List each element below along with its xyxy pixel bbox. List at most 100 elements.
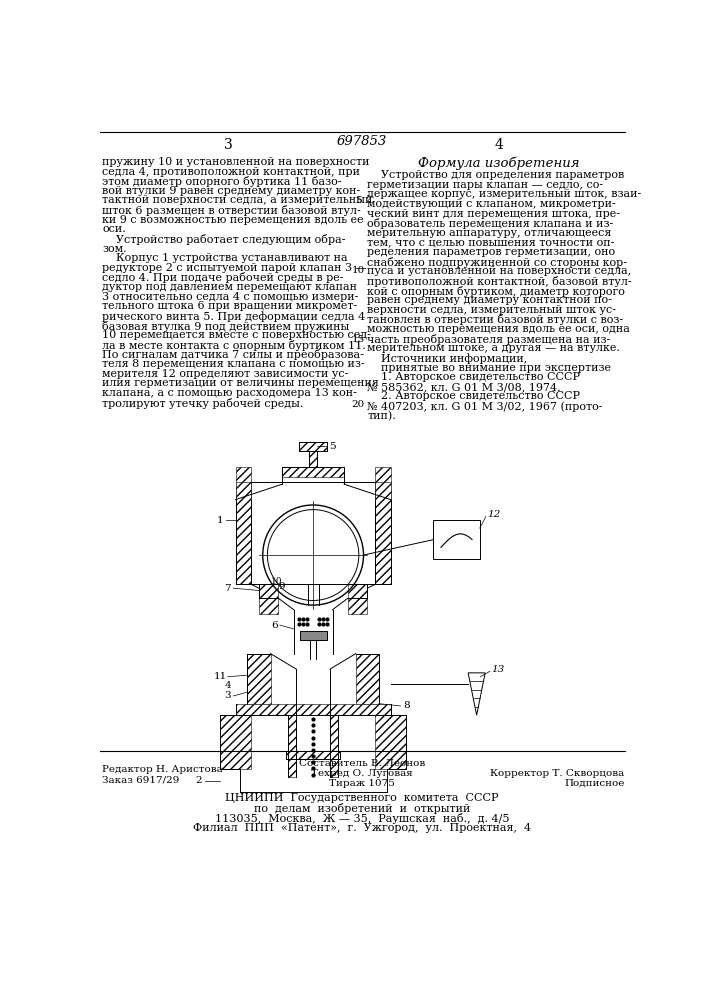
Text: 10: 10 bbox=[271, 578, 283, 586]
Text: верхности седла, измерительный шток ус-: верхности седла, измерительный шток ус- bbox=[368, 305, 617, 315]
Text: ческий винт для перемещения штока, пре-: ческий винт для перемещения штока, пре- bbox=[368, 209, 620, 219]
Text: ки 9 с возможностью перемещения вдоль ее: ки 9 с возможностью перемещения вдоль ее bbox=[103, 215, 364, 225]
Text: тип).: тип). bbox=[368, 411, 396, 421]
Bar bbox=[247, 654, 271, 704]
Text: принятые во внимание при экспертизе: принятые во внимание при экспертизе bbox=[368, 363, 612, 373]
Bar bbox=[251, 482, 375, 584]
Text: 113035,  Москва,  Ж — 35,  Раушская  наб.,  д. 4/5: 113035, Москва, Ж — 35, Раушская наб., д… bbox=[215, 813, 509, 824]
Text: Составитель В. Леонов: Составитель В. Леонов bbox=[299, 759, 425, 768]
Text: 9: 9 bbox=[279, 582, 286, 591]
Text: Техред О. Луговая: Техред О. Луговая bbox=[311, 769, 413, 778]
Text: 3 относительно седла 4 с помощью измери-: 3 относительно седла 4 с помощью измери- bbox=[103, 292, 358, 302]
Text: по  делам  изобретений  и  открытий: по делам изобретений и открытий bbox=[254, 803, 470, 814]
Text: 1. Авторское свидетельство СССР: 1. Авторское свидетельство СССР bbox=[368, 372, 580, 382]
Bar bbox=[348, 584, 368, 598]
Text: По сигналам датчика 7 силы и преобразова-: По сигналам датчика 7 силы и преобразова… bbox=[103, 349, 364, 360]
Text: Корпус 1 устройства устанавливают на: Корпус 1 устройства устанавливают на bbox=[103, 253, 348, 263]
Text: можностью перемещения вдоль ее оси, одна: можностью перемещения вдоль ее оси, одна bbox=[368, 324, 630, 334]
Text: мерителя 12 определяют зависимости ус-: мерителя 12 определяют зависимости ус- bbox=[103, 369, 349, 379]
Text: теля 8 перемещения клапана с помощью из-: теля 8 перемещения клапана с помощью из- bbox=[103, 359, 365, 369]
Text: равен среднему диаметру контактной по-: равен среднему диаметру контактной по- bbox=[368, 295, 612, 305]
Text: 5: 5 bbox=[329, 442, 336, 451]
Text: ла в месте контакта с опорным буртиком 11.: ла в месте контакта с опорным буртиком 1… bbox=[103, 340, 366, 351]
Text: зом.: зом. bbox=[103, 244, 127, 254]
Bar bbox=[348, 598, 368, 614]
Text: ределения параметров герметизации, оно: ределения параметров герметизации, оно bbox=[368, 247, 616, 257]
Text: пружину 10 и установленной на поверхности: пружину 10 и установленной на поверхност… bbox=[103, 157, 370, 167]
Text: 8: 8 bbox=[403, 701, 409, 710]
Text: Устройство для определения параметров: Устройство для определения параметров bbox=[368, 170, 624, 180]
Text: тактной поверхности седла, а измерительный: тактной поверхности седла, а измерительн… bbox=[103, 195, 373, 205]
Text: 6: 6 bbox=[271, 621, 278, 630]
Bar bbox=[375, 482, 391, 584]
Text: базовая втулка 9 под действием пружины: базовая втулка 9 под действием пружины bbox=[103, 321, 349, 332]
Text: Корректор Т. Скворцова: Корректор Т. Скворцова bbox=[491, 769, 625, 778]
Text: образователь перемещения клапана и из-: образователь перемещения клапана и из- bbox=[368, 218, 614, 229]
Text: Формула изобретения: Формула изобретения bbox=[419, 157, 580, 170]
Text: 4: 4 bbox=[495, 138, 503, 152]
Text: 10: 10 bbox=[351, 266, 365, 275]
Text: кой с опорным буртиком, диаметр которого: кой с опорным буртиком, диаметр которого bbox=[368, 286, 625, 297]
Text: рического винта 5. При деформации седла 4: рического винта 5. При деформации седла … bbox=[103, 311, 366, 322]
Text: пуса и установленной на поверхности седла,: пуса и установленной на поверхности седл… bbox=[368, 266, 631, 276]
Bar bbox=[330, 715, 338, 777]
Text: Тираж 1075: Тираж 1075 bbox=[329, 779, 395, 788]
Text: 3: 3 bbox=[225, 691, 231, 700]
Text: 10 перемещается вместе с поверхностью сед-: 10 перемещается вместе с поверхностью се… bbox=[103, 330, 371, 340]
Text: оси.: оси. bbox=[103, 224, 126, 234]
Text: Источники информации,: Источники информации, bbox=[368, 353, 527, 364]
Text: клапана, а с помощью расходомера 13 кон-: клапана, а с помощью расходомера 13 кон- bbox=[103, 388, 357, 398]
Bar bbox=[286, 751, 340, 759]
Bar bbox=[288, 715, 296, 777]
Bar bbox=[299, 442, 327, 451]
Bar bbox=[309, 451, 317, 466]
Text: Подписное: Подписное bbox=[564, 779, 625, 788]
Bar bbox=[375, 466, 391, 505]
Text: 11: 11 bbox=[214, 672, 227, 681]
Text: держащее корпус, измерительный шток, взаи-: держащее корпус, измерительный шток, вза… bbox=[368, 189, 642, 199]
Text: Устройство работает следующим обра-: Устройство работает следующим обра- bbox=[103, 234, 346, 245]
Text: № 407203, кл. G 01 M 3/02, 1967 (прото-: № 407203, кл. G 01 M 3/02, 1967 (прото- bbox=[368, 401, 603, 412]
Text: седла 4, противоположной контактной, при: седла 4, противоположной контактной, при bbox=[103, 167, 361, 177]
Text: Филиал  ППП  «Патент»,  г.  Ужгород,  ул.  Проектная,  4: Филиал ППП «Патент», г. Ужгород, ул. Про… bbox=[193, 823, 531, 833]
Text: 15: 15 bbox=[351, 335, 365, 344]
Bar bbox=[235, 466, 251, 505]
Text: герметизации пары клапан — седло, со-: герметизации пары клапан — седло, со- bbox=[368, 180, 604, 190]
Bar bbox=[356, 654, 379, 704]
Text: вой втулки 9 равен среднему диаметру кон-: вой втулки 9 равен среднему диаметру кон… bbox=[103, 186, 361, 196]
Text: противоположной контактной, базовой втул-: противоположной контактной, базовой втул… bbox=[368, 276, 632, 287]
Text: 7: 7 bbox=[225, 584, 231, 593]
Text: 13: 13 bbox=[491, 665, 505, 674]
Text: тельного штока 6 при вращении микромет-: тельного штока 6 при вращении микромет- bbox=[103, 301, 358, 311]
Text: 20: 20 bbox=[351, 400, 365, 409]
Text: Заказ 6917/29: Заказ 6917/29 bbox=[103, 775, 180, 784]
Bar bbox=[235, 704, 391, 715]
Text: ЦНИИПИ  Государственного  комитета  СССР: ЦНИИПИ Государственного комитета СССР bbox=[226, 793, 498, 803]
Bar bbox=[259, 584, 279, 598]
Bar bbox=[282, 466, 344, 477]
Text: дуктор под давлением перемещают клапан: дуктор под давлением перемещают клапан bbox=[103, 282, 357, 292]
Text: 12: 12 bbox=[488, 510, 501, 519]
Text: 1: 1 bbox=[217, 516, 223, 525]
Text: 4: 4 bbox=[225, 681, 231, 690]
Bar bbox=[300, 631, 327, 640]
Text: 3: 3 bbox=[223, 138, 233, 152]
Text: снабжено подпружиненной со стороны кор-: снабжено подпружиненной со стороны кор- bbox=[368, 257, 627, 268]
Bar bbox=[259, 598, 279, 614]
Text: № 585362, кл. G 01 M 3/08, 1974.: № 585362, кл. G 01 M 3/08, 1974. bbox=[368, 382, 561, 392]
Text: тем, что с целью повышения точности оп-: тем, что с целью повышения точности оп- bbox=[368, 237, 615, 247]
Text: часть преобразователя размещена на из-: часть преобразователя размещена на из- bbox=[368, 334, 611, 345]
Text: Редактор Н. Аристова: Редактор Н. Аристова bbox=[103, 765, 223, 774]
Bar bbox=[220, 715, 251, 769]
Text: тановлен в отверстии базовой втулки с воз-: тановлен в отверстии базовой втулки с во… bbox=[368, 314, 624, 325]
Bar bbox=[433, 520, 480, 559]
Text: редукторе 2 с испытуемой парой клапан 3 —: редукторе 2 с испытуемой парой клапан 3 … bbox=[103, 263, 367, 273]
Bar bbox=[375, 715, 406, 769]
Text: мерительном штоке, а другая — на втулке.: мерительном штоке, а другая — на втулке. bbox=[368, 343, 620, 353]
Text: 5: 5 bbox=[355, 196, 361, 205]
Text: шток 6 размещен в отверстии базовой втул-: шток 6 размещен в отверстии базовой втул… bbox=[103, 205, 361, 216]
Text: седло 4. При подаче рабочей среды в ре-: седло 4. При подаче рабочей среды в ре- bbox=[103, 272, 344, 283]
Text: тролируют утечку рабочей среды.: тролируют утечку рабочей среды. bbox=[103, 398, 304, 409]
Text: илия герметизации от величины перемещения: илия герметизации от величины перемещени… bbox=[103, 378, 379, 388]
Text: 697853: 697853 bbox=[337, 135, 387, 148]
